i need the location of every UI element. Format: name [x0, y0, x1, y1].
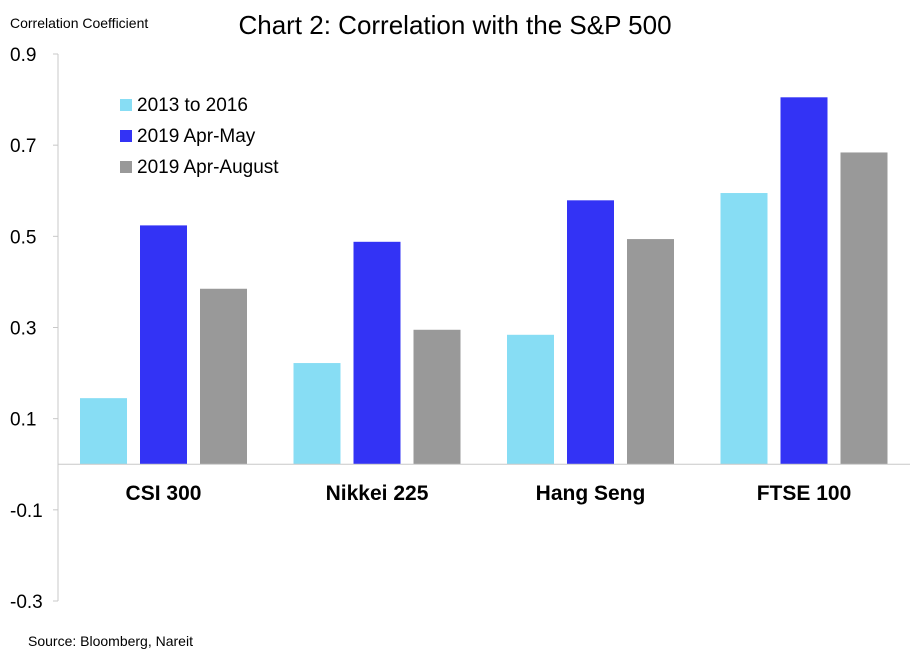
- bar-nikkei-225-series-1: [293, 363, 341, 465]
- y-tick-label: 0.7: [10, 136, 36, 157]
- bar-nikkei-225-series-2: [353, 241, 401, 465]
- y-tick-label: -0.1: [10, 501, 43, 522]
- y-tick-label: 0.5: [10, 227, 36, 248]
- bar-hang-seng-series-3: [627, 239, 674, 465]
- category-label: Nikkei 225: [326, 482, 429, 505]
- legend-swatch: [120, 161, 132, 173]
- legend-swatch: [120, 130, 132, 142]
- legend-label: 2019 Apr-August: [137, 157, 279, 178]
- bar-csi-300-series-3: [200, 288, 247, 465]
- category-label: FTSE 100: [757, 482, 852, 505]
- y-tick-label: 0.1: [10, 410, 36, 431]
- bar-hang-seng-series-2: [567, 200, 614, 465]
- y-tick-label: 0.3: [10, 319, 36, 340]
- plot-area: 0.9 0.7 0.5 0.3 0.1 -0.1 -0.3 CSI 300 Nikkei 225…: [10, 45, 910, 613]
- legend-label: 2013 to 2016: [137, 95, 248, 116]
- bar-nikkei-225-series-3: [413, 329, 461, 465]
- legend-swatch: [120, 99, 132, 111]
- bar-hang-seng-series-1: [507, 334, 554, 465]
- category-label: CSI 300: [126, 482, 202, 505]
- y-tick-label: -0.3: [10, 592, 43, 613]
- chart-ylabel: Correlation Coefficient: [10, 15, 148, 31]
- legend-label: 2019 Apr-May: [137, 126, 256, 147]
- bar-ftse-100-series-3: [840, 152, 888, 465]
- bar-ftse-100-series-1: [720, 193, 768, 465]
- bar-ftse-100-series-2: [780, 97, 828, 465]
- source-note: Source: Bloomberg, Nareit: [28, 633, 193, 649]
- bar-csi-300-series-2: [140, 225, 187, 465]
- category-label: Hang Seng: [536, 482, 646, 505]
- bar-csi-300-series-1: [80, 398, 127, 465]
- legend: 2013 to 2016 2019 Apr-May 2019 Apr-August: [120, 95, 279, 178]
- y-tick-label: 0.9: [10, 45, 36, 66]
- chart-title: Chart 2: Correlation with the S&P 500: [238, 10, 671, 40]
